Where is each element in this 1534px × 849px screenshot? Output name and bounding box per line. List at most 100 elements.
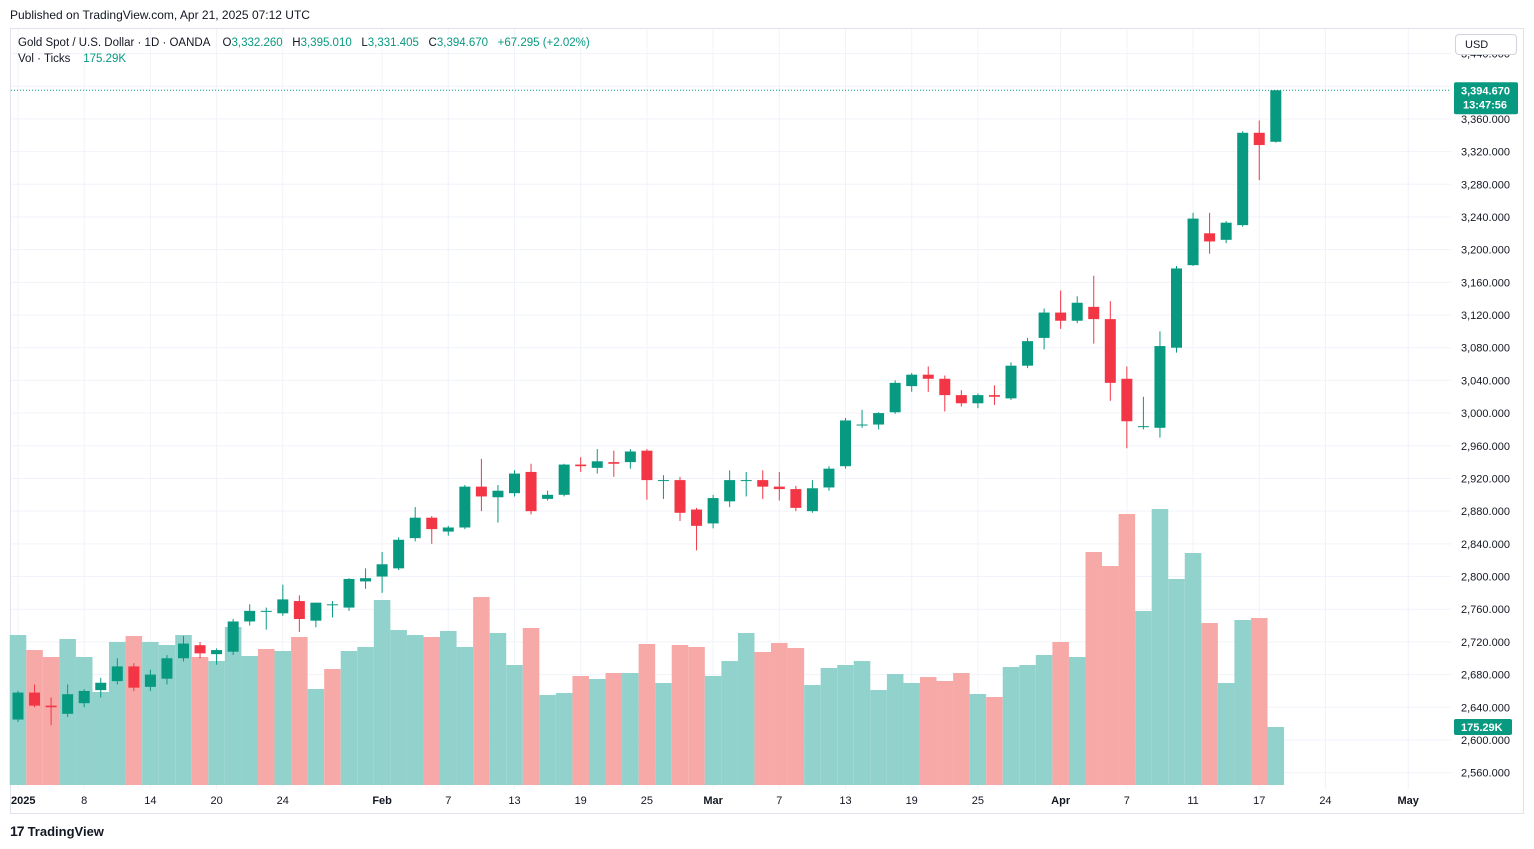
time-tick-label: 11 — [1187, 795, 1198, 807]
candle — [1237, 131, 1249, 227]
candle — [178, 636, 189, 662]
volume-bar — [473, 597, 490, 785]
price-tick-label: 2,640.000 — [1461, 702, 1510, 714]
price-tick-label: 2,960.000 — [1461, 441, 1510, 453]
legend-symbol[interactable]: Gold Spot / U.S. Dollar · 1D · OANDA — [18, 37, 210, 49]
candle-body — [62, 694, 74, 714]
volume-bar — [357, 647, 374, 785]
volume-bar — [340, 651, 358, 785]
candle-body — [972, 395, 984, 404]
candle-body — [1005, 365, 1017, 399]
candlesticks — [12, 90, 1282, 726]
volume-bar — [787, 648, 805, 785]
volume-bar — [622, 673, 639, 785]
volume-bar — [969, 694, 987, 785]
candle — [1171, 265, 1182, 353]
volume-bar — [704, 676, 722, 785]
candle-body — [144, 674, 156, 687]
candle-body — [1220, 222, 1232, 240]
price-tick-label: 3,200.000 — [1461, 245, 1510, 257]
candle-body — [806, 488, 818, 512]
candle — [310, 602, 322, 628]
candle-body — [1204, 233, 1216, 242]
volume-bar — [754, 652, 772, 785]
candle — [95, 677, 107, 698]
candle — [525, 463, 537, 515]
tradingview-logo-icon: 17 — [10, 823, 25, 839]
volume-bar — [986, 697, 1003, 785]
volume-bar — [936, 681, 954, 785]
volume-bar — [1250, 618, 1268, 785]
candle — [1253, 120, 1265, 181]
candle-body — [1121, 378, 1133, 422]
volume-bar — [142, 642, 159, 785]
candle-body — [773, 486, 785, 490]
candle — [1022, 337, 1034, 369]
price-tick-label: 3,360.000 — [1461, 114, 1510, 126]
candle-body — [674, 480, 686, 513]
volume-bar — [373, 600, 391, 785]
candle — [1137, 396, 1149, 430]
candle-body — [45, 705, 57, 708]
candle-body — [691, 509, 703, 526]
candle-body — [1071, 302, 1083, 321]
candle-body — [575, 464, 587, 467]
price-tick-label: 2,840.000 — [1461, 539, 1510, 551]
candle — [293, 595, 305, 633]
candle — [740, 471, 752, 497]
candle — [260, 607, 272, 630]
legend-volume-label[interactable]: Vol · Ticks — [18, 53, 71, 65]
time-tick-label: 7 — [776, 795, 782, 807]
legend-open-value: 3,332.260 — [231, 37, 283, 49]
candle — [988, 385, 1000, 405]
candle — [657, 475, 669, 499]
time-tick-label: 8 — [81, 795, 87, 807]
chart-frame[interactable] — [10, 28, 1524, 814]
candle-body — [1055, 312, 1067, 321]
volume-bar — [870, 690, 887, 785]
time-tick-label: 13 — [839, 795, 851, 807]
price-tick-label: 3,000.000 — [1461, 408, 1510, 420]
candle-body — [1038, 312, 1050, 338]
candle-body — [657, 480, 669, 482]
candle-body — [790, 489, 802, 508]
volume-bar — [837, 665, 854, 785]
legend-change: +67.295 (+2.02%) — [497, 37, 590, 49]
time-tick-label: 20 — [210, 795, 222, 807]
currency-selector[interactable]: USD — [1455, 34, 1517, 55]
time-tick-label: May — [1397, 795, 1419, 807]
candle-body — [509, 473, 520, 494]
candle — [194, 641, 206, 659]
candle — [111, 658, 123, 685]
time-tick-label: Apr — [1051, 795, 1071, 807]
time-tick-label: 14 — [144, 795, 156, 807]
time-axis: 2025 8 14 20 24 Feb 7 13 19 25 Mar 7 13 19 25 Apr 7 11 17 2… — [11, 795, 1420, 807]
candle-body — [360, 578, 372, 582]
price-tick-label: 3,120.000 — [1461, 310, 1510, 322]
time-tick-label: 25 — [641, 795, 653, 807]
price-axis: 3,440.0003,400.0003,360.0003,320.0003,28… — [1461, 49, 1510, 780]
price-tick-label: 2,760.000 — [1461, 604, 1510, 616]
volume-bar — [721, 661, 738, 785]
candle-body — [178, 643, 189, 659]
candle-body — [840, 420, 851, 467]
volume-bar — [1052, 642, 1069, 785]
volume-bar — [274, 651, 292, 785]
candle-body — [310, 602, 322, 621]
candle-body — [641, 450, 653, 481]
candle-body — [740, 480, 752, 482]
price-tick-label: 3,280.000 — [1461, 179, 1510, 191]
time-tick-label: 13 — [508, 795, 520, 807]
candle-body — [12, 692, 24, 720]
time-tick-label: 17 — [1253, 795, 1265, 807]
candle-body — [376, 564, 388, 577]
candle — [1071, 296, 1083, 324]
candle-body — [1237, 132, 1249, 226]
volume-bar — [390, 630, 407, 785]
candle — [691, 507, 703, 551]
candle — [724, 470, 736, 508]
volume-bar — [241, 656, 258, 785]
candle-body — [194, 645, 206, 654]
candle — [1104, 301, 1116, 401]
